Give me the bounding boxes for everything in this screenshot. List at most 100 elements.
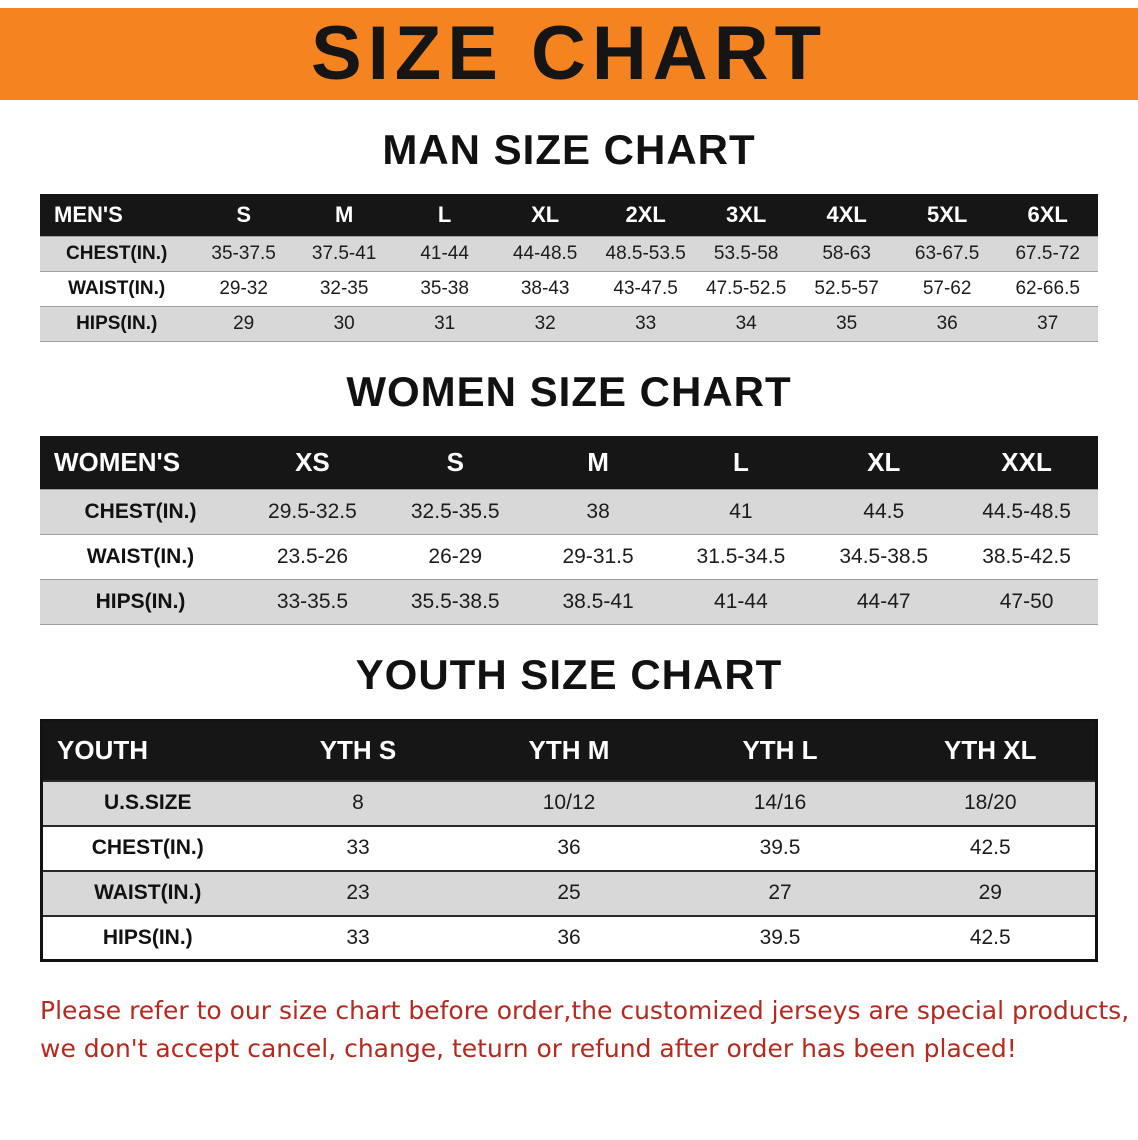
size-value: 37.5-41 xyxy=(311,242,377,264)
size-column-header: YTH XL xyxy=(885,720,1097,781)
size-column-header: XS xyxy=(241,435,384,490)
table-row: CHEST(IN.) 35-37.5 37.5-41 41-44 44-48.5 48.5… xyxy=(40,236,1098,271)
row-label: WAIST(IN.) xyxy=(68,277,166,299)
men-size-section: MAN SIZE CHART MEN'S S M L XL 2XL 3XL 4XL 5XL 6XL… xyxy=(40,126,1098,342)
size-value: 29-32 xyxy=(219,277,268,299)
size-value: 36 xyxy=(557,925,581,949)
size-column-header: YTH L xyxy=(674,720,886,781)
size-column-header: M xyxy=(293,194,395,236)
men-size-table: MEN'S S M L XL 2XL 3XL 4XL 5XL 6XL CHEST(IN.) 35-3… xyxy=(40,194,1098,342)
table-row: HIPS(IN.) 33 36 39.5 42.5 xyxy=(41,915,1097,961)
size-value: 57-62 xyxy=(922,277,972,299)
table-row: WAIST(IN.) 29-32 32-35 35-38 38-43 43-47.5 47.… xyxy=(40,271,1098,306)
women-table-body: CHEST(IN.) 29.5-32.5 32.5-35.5 38 41 44.5 44.5… xyxy=(40,489,1098,625)
row-label: HIPS(IN.) xyxy=(95,590,186,613)
table-row: CHEST(IN.) 33 36 39.5 42.5 xyxy=(41,825,1097,871)
size-value: 32-35 xyxy=(319,277,369,299)
size-value: 29-31.5 xyxy=(562,545,634,568)
size-value: 29 xyxy=(233,312,255,334)
size-value: 41-44 xyxy=(714,590,768,613)
size-value: 67.5-72 xyxy=(1015,242,1080,264)
table-row: CHEST(IN.) 29.5-32.5 32.5-35.5 38 41 44.5 44.5… xyxy=(40,489,1098,535)
page-title: SIZE CHART xyxy=(311,11,827,96)
table-row: HIPS(IN.) 33-35.5 35.5-38.5 38.5-41 41-44 44-… xyxy=(40,579,1098,625)
size-value: 26-29 xyxy=(428,545,483,568)
size-value: 58-63 xyxy=(822,242,871,264)
size-value: 14/16 xyxy=(753,791,807,814)
size-column-header: 4XL xyxy=(796,194,897,236)
youth-table-header-row: YOUTH YTH S YTH M YTH L YTH XL xyxy=(41,720,1097,781)
size-column-header: XXL xyxy=(955,435,1098,490)
size-value: 39.5 xyxy=(759,836,801,859)
size-value: 18/20 xyxy=(963,791,1017,814)
row-label: WAIST(IN.) xyxy=(86,545,195,568)
size-value: 29 xyxy=(978,881,1002,904)
size-column-header: 6XL xyxy=(997,194,1098,236)
size-value: 33 xyxy=(635,312,657,334)
youth-size-table: YOUTH YTH S YTH M YTH L YTH XL U.S.SIZE 8 10/1… xyxy=(40,719,1098,962)
size-column-header: XL xyxy=(494,194,596,236)
youth-section-heading: YOUTH SIZE CHART xyxy=(355,651,783,698)
size-value: 34.5-38.5 xyxy=(839,545,929,568)
size-value: 44-48.5 xyxy=(512,242,578,264)
size-value: 31 xyxy=(434,312,456,334)
size-value: 48.5-53.5 xyxy=(605,242,686,264)
size-value: 33 xyxy=(346,925,370,949)
size-value: 44.5 xyxy=(863,500,905,523)
size-column-header: 2XL xyxy=(595,194,696,236)
men-table-header-row: MEN'S S M L XL 2XL 3XL 4XL 5XL 6XL xyxy=(40,194,1098,236)
size-value: 32 xyxy=(534,312,556,334)
women-size-table: WOMEN'S XS S M L XL XXL CHEST(IN.) 29.5-32.5 32.… xyxy=(40,435,1098,626)
size-value: 36 xyxy=(936,312,958,334)
size-value: 27 xyxy=(768,881,792,904)
disclaimer-line-1: Please refer to our size chart before or… xyxy=(40,996,1130,1025)
size-value: 33 xyxy=(346,836,370,859)
size-column-header: M xyxy=(526,435,670,490)
size-value: 44.5-48.5 xyxy=(982,500,1071,523)
size-value: 25 xyxy=(557,881,581,904)
size-value: 39.5 xyxy=(759,925,801,949)
row-label: CHEST(IN.) xyxy=(84,500,197,523)
banner: SIZE CHART xyxy=(0,8,1138,100)
row-label: U.S.SIZE xyxy=(103,791,192,814)
size-value: 8 xyxy=(352,791,364,814)
size-column-header: YTH S xyxy=(252,720,464,781)
size-column-header: YTH M xyxy=(463,720,675,781)
size-value: 62-66.5 xyxy=(1015,277,1080,299)
size-value: 47.5-52.5 xyxy=(706,277,787,299)
table-row: WAIST(IN.) 23 25 27 29 xyxy=(41,870,1097,916)
row-label: WAIST(IN.) xyxy=(94,881,202,904)
size-chart-page: SIZE CHART MAN SIZE CHART MEN'S S M L XL 2XL 3… xyxy=(0,8,1138,1067)
table-header-label: MEN'S xyxy=(40,194,194,236)
men-table-body: CHEST(IN.) 35-37.5 37.5-41 41-44 44-48.5 48.5… xyxy=(40,236,1098,341)
size-value: 35.5-38.5 xyxy=(410,590,500,613)
size-column-header: XL xyxy=(812,435,956,490)
table-row: WAIST(IN.) 23.5-26 26-29 29-31.5 31.5-34.5 34… xyxy=(40,534,1098,580)
size-value: 35-37.5 xyxy=(211,242,276,264)
youth-size-section: YOUTH SIZE CHART YOUTH YTH S YTH M YTH L YTH… xyxy=(40,651,1098,962)
size-value: 23.5-26 xyxy=(276,545,349,568)
women-size-section: WOMEN SIZE CHART WOMEN'S XS S M L XL XXL CHEST… xyxy=(40,368,1098,626)
size-value: 33-35.5 xyxy=(276,590,349,613)
size-value: 31.5-34.5 xyxy=(696,545,786,568)
size-value: 35 xyxy=(836,312,858,334)
size-column-header: L xyxy=(669,435,813,490)
size-value: 41-44 xyxy=(420,242,469,264)
size-value: 42.5 xyxy=(969,836,1011,859)
size-column-header: S xyxy=(383,435,527,490)
size-value: 32.5-35.5 xyxy=(410,500,500,523)
size-value: 63-67.5 xyxy=(914,242,980,264)
size-value: 10/12 xyxy=(542,791,596,814)
size-column-header: 3XL xyxy=(695,194,797,236)
disclaimer-line-2: we don't accept cancel, change, teturn o… xyxy=(40,1033,1017,1063)
youth-table-body: U.S.SIZE 8 10/12 14/16 18/20 CHEST(IN.) 33 36 39… xyxy=(41,780,1097,961)
table-row: HIPS(IN.) 29 30 31 32 33 34 35 36 37 xyxy=(40,306,1098,341)
table-header-label: WOMEN'S xyxy=(40,435,242,490)
size-value: 38.5-42.5 xyxy=(982,545,1071,568)
disclaimer: Please refer to our size chart before or… xyxy=(40,992,1130,1067)
size-value: 43-47.5 xyxy=(613,277,678,299)
row-label: HIPS(IN.) xyxy=(76,312,158,334)
row-label: HIPS(IN.) xyxy=(102,925,193,949)
size-value: 36 xyxy=(557,836,581,859)
size-value: 38.5-41 xyxy=(562,590,634,613)
